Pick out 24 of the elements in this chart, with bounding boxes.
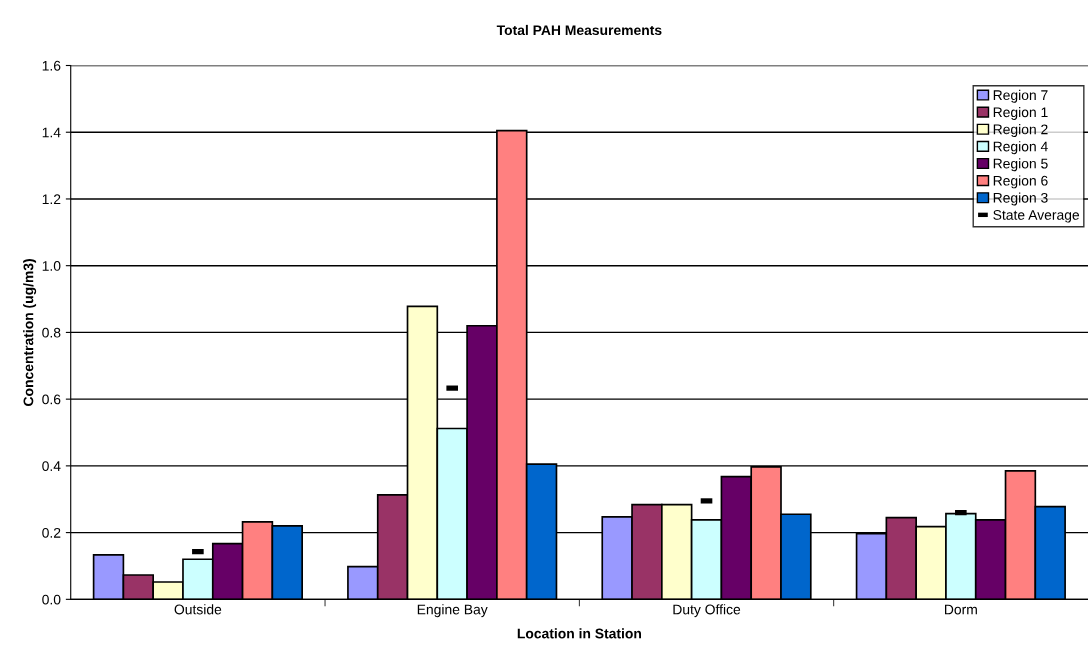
y-tick-label: 1.0	[42, 261, 61, 271]
y-tick-label: 1.2	[42, 194, 61, 204]
y-tick-label: 0.8	[42, 327, 61, 338]
y-tick-label: 0.4	[42, 461, 61, 472]
legend-label: State Average	[993, 210, 1080, 223]
y-tick-label: 0.2	[42, 527, 61, 538]
x-tick-label: Engine Bay	[417, 604, 488, 618]
legend-label: Region 3	[993, 192, 1048, 206]
x-tick-label: Duty Office	[673, 604, 741, 618]
chart-title: Total PAH Measurements	[496, 24, 662, 36]
legend-label: Region 2	[993, 124, 1048, 138]
legend-label: Region 1	[993, 106, 1048, 120]
x-tick-label: Outside	[174, 604, 222, 615]
legend-label: Region 4	[993, 141, 1048, 155]
legend-label: Region 7	[993, 89, 1048, 103]
legend-label: Region 6	[993, 175, 1048, 189]
y-tick-label: 1.4	[42, 127, 61, 138]
y-tick-label: 1.6	[42, 60, 61, 71]
y-tick-label: 0.6	[42, 394, 61, 405]
y-axis-title: Concentration (ug/m3)	[23, 259, 37, 406]
legend-label: Region 5	[993, 158, 1048, 172]
y-tick-label: 0.0	[42, 594, 61, 605]
x-axis-title: Location in Station	[517, 628, 641, 639]
x-tick-label: Dorm	[945, 604, 977, 615]
